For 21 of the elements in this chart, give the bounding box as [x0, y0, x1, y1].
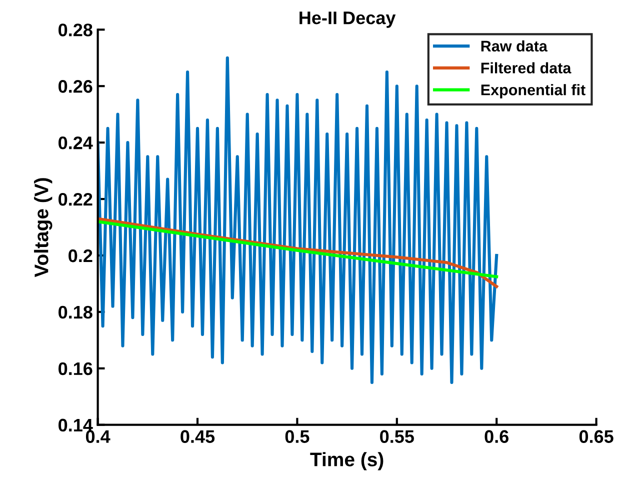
line-series	[98, 217, 498, 288]
x-axis-title: Time (s)	[310, 452, 384, 470]
x-tick-label: 0.4	[86, 430, 110, 443]
legend-label: Filtered data	[481, 62, 572, 74]
x-tick-label: 0.65	[579, 430, 614, 443]
y-tick-label: 0.2	[68, 249, 92, 262]
y-tick-label: 0.18	[58, 306, 92, 319]
y-tick-label: 0.24	[58, 136, 93, 150]
x-tick-label: 0.45	[180, 430, 215, 443]
y-tick-label: 0.26	[58, 80, 92, 93]
legend-label: Raw data	[481, 40, 548, 52]
y-tick-label: 0.16	[58, 362, 92, 376]
y-tick-label: 0.14	[58, 418, 93, 432]
x-tick-label: 0.6	[484, 430, 508, 443]
x-tick-label: 0.5	[285, 430, 310, 443]
chart-title: He-II Decay	[300, 12, 396, 28]
y-tick-label: 0.22	[58, 192, 92, 206]
y-tick-label: 0.28	[58, 24, 92, 36]
x-tick-label: 0.55	[380, 430, 414, 443]
y-axis-title: Voltage (V)	[34, 178, 52, 278]
legend-label: Exponential fit	[481, 84, 586, 98]
